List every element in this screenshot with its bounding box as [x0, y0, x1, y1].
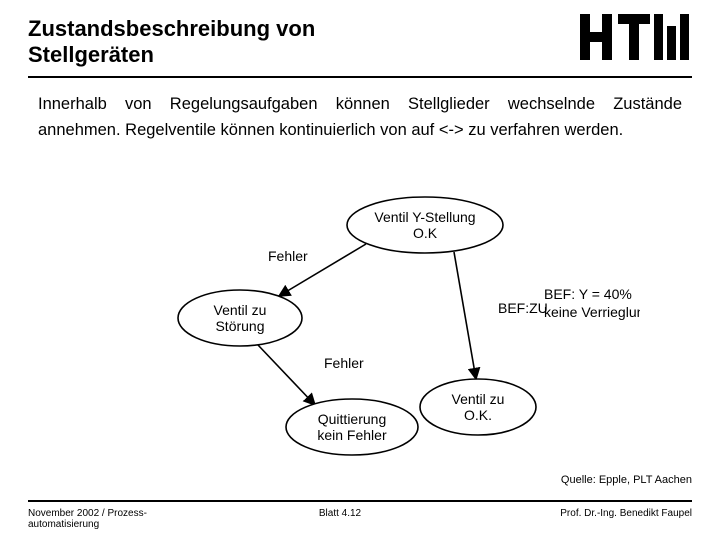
footer-author: Prof. Dr.-Ing. Benedikt Faupel — [492, 508, 692, 519]
svg-text:Quittierung: Quittierung — [318, 411, 386, 427]
svg-text:Fehler: Fehler — [324, 355, 364, 371]
svg-text:Ventil zu: Ventil zu — [452, 391, 505, 407]
state-diagram: Fehler Fehler BEF:ZUBEF: Y = 40% keine Verr… — [120, 185, 640, 465]
body-paragraph: Innerhalb von Regelungsaufgaben können S… — [38, 92, 682, 143]
page-title: Zustandsbeschreibung von Stellgeräten — [28, 14, 315, 69]
svg-text:Ventil Y-Stellung: Ventil Y-Stellung — [374, 209, 475, 225]
svg-text:Fehler: Fehler — [268, 248, 308, 264]
svg-text:kein Fehler: kein Fehler — [317, 427, 387, 443]
svg-text:Störung: Störung — [215, 318, 264, 334]
footer-left-line-2: automatisierung — [28, 519, 99, 530]
footer-left-line-1: November 2002 / Prozess- — [28, 508, 147, 519]
title-line-1: Zustandsbeschreibung von — [28, 16, 315, 41]
htw-logo — [580, 14, 690, 65]
source-citation: Quelle: Epple, PLT Aachen — [561, 474, 692, 486]
footer: November 2002 / Prozess- automatisierung… — [28, 500, 692, 530]
slide: Zustandsbeschreibung von Stellgeräten In… — [0, 0, 720, 540]
title-line-2: Stellgeräten — [28, 42, 154, 67]
svg-text:O.K: O.K — [413, 225, 438, 241]
svg-text:BEF: Y = 40%: BEF: Y = 40% — [544, 286, 632, 302]
svg-text:keine Verrieglung: keine Verrieglung — [544, 304, 640, 320]
footer-left: November 2002 / Prozess- automatisierung — [28, 508, 188, 530]
svg-text:BEF:ZU: BEF:ZU — [498, 300, 548, 316]
footer-page-number: Blatt 4.12 — [188, 508, 492, 519]
svg-text:Ventil zu: Ventil zu — [214, 302, 267, 318]
svg-text:O.K.: O.K. — [464, 407, 492, 423]
